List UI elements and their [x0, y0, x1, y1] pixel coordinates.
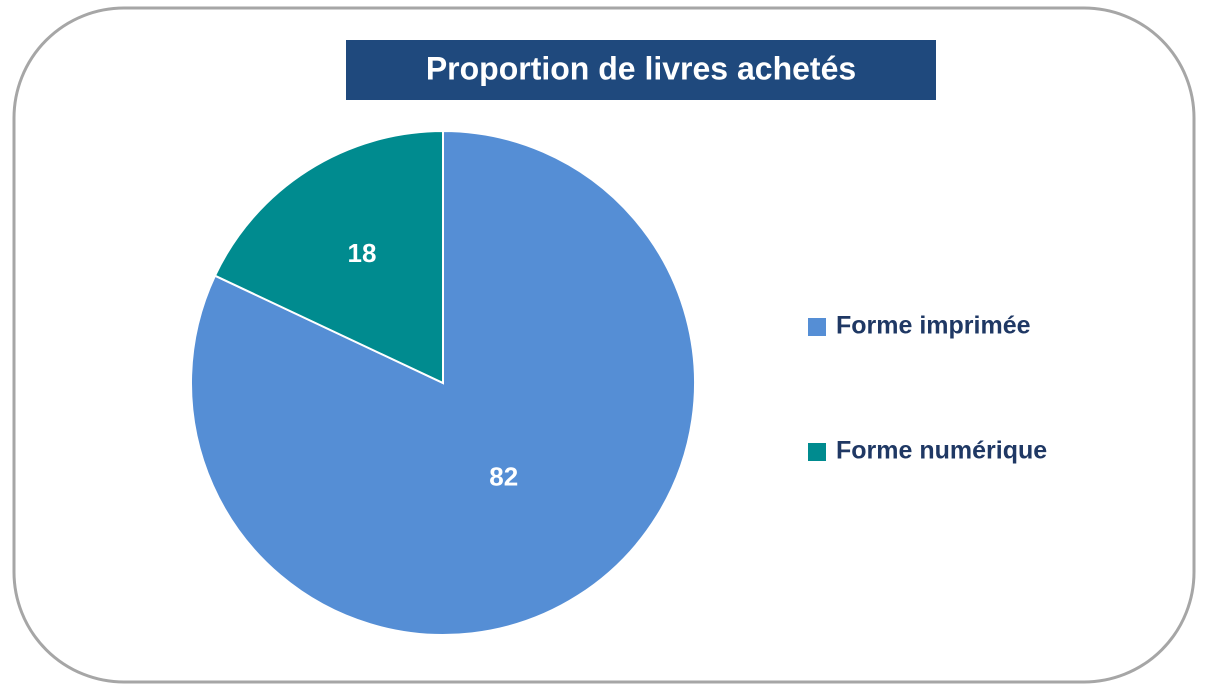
legend-swatch — [808, 318, 826, 336]
legend-label: Forme imprimée — [836, 312, 1031, 340]
legend-swatch — [808, 443, 826, 461]
legend-label: Forme numérique — [836, 437, 1047, 465]
data-label: 18 — [348, 238, 377, 268]
data-label: 82 — [489, 462, 518, 492]
title-box — [346, 40, 936, 100]
chart-title: Proportion de livres achetés — [426, 50, 856, 86]
pie-slice — [213, 129, 444, 385]
